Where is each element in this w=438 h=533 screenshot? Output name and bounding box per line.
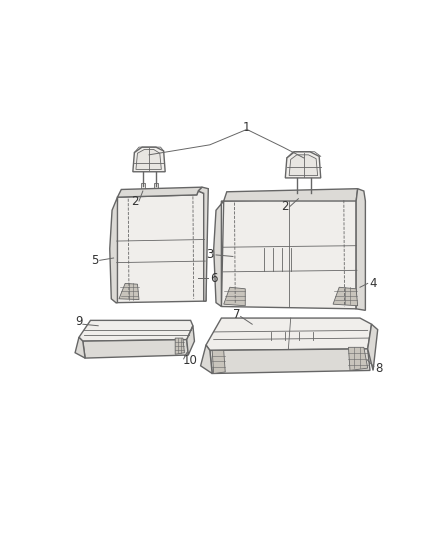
Polygon shape: [210, 349, 370, 374]
Text: 9: 9: [75, 316, 83, 328]
Polygon shape: [117, 187, 202, 197]
Text: 10: 10: [183, 354, 198, 367]
Text: 2: 2: [131, 195, 138, 207]
Polygon shape: [224, 189, 358, 201]
Polygon shape: [206, 318, 371, 350]
Polygon shape: [309, 191, 314, 197]
Polygon shape: [285, 152, 321, 178]
Polygon shape: [349, 348, 367, 370]
Polygon shape: [175, 338, 184, 354]
Polygon shape: [79, 320, 193, 341]
Text: 5: 5: [91, 254, 98, 267]
Polygon shape: [110, 197, 117, 303]
Polygon shape: [141, 183, 145, 189]
Polygon shape: [154, 183, 158, 189]
Polygon shape: [356, 189, 365, 310]
Polygon shape: [75, 337, 85, 358]
Polygon shape: [289, 155, 318, 175]
Text: 8: 8: [375, 361, 383, 375]
Text: 7: 7: [233, 308, 240, 321]
Polygon shape: [136, 149, 161, 169]
Polygon shape: [212, 350, 225, 374]
Polygon shape: [198, 187, 208, 301]
Polygon shape: [119, 284, 139, 300]
Polygon shape: [224, 287, 245, 306]
Text: 6: 6: [210, 271, 217, 285]
Polygon shape: [187, 326, 194, 355]
Text: 1: 1: [243, 120, 251, 134]
Polygon shape: [333, 287, 358, 306]
Polygon shape: [133, 147, 165, 172]
Polygon shape: [201, 345, 212, 374]
Text: 3: 3: [206, 248, 214, 261]
Polygon shape: [83, 340, 188, 358]
Text: 2: 2: [282, 200, 289, 213]
Polygon shape: [294, 191, 299, 197]
Text: 4: 4: [369, 277, 377, 290]
Polygon shape: [221, 199, 356, 309]
Polygon shape: [116, 191, 206, 303]
Polygon shape: [214, 201, 224, 306]
Polygon shape: [367, 324, 378, 370]
